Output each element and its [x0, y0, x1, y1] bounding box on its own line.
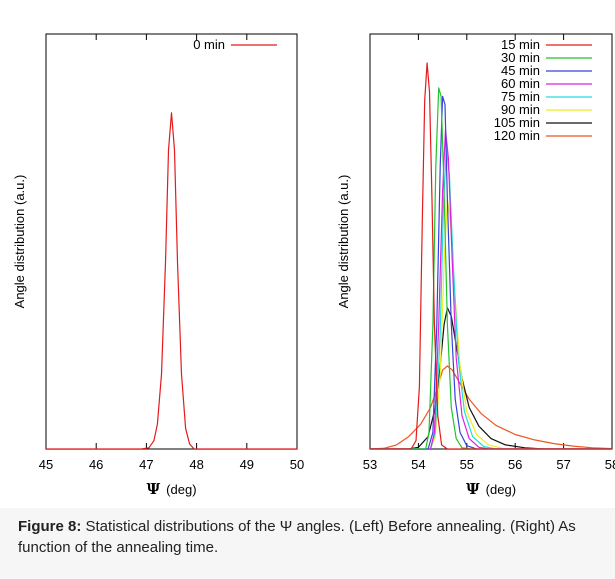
legend-label-120-min: 120 min: [494, 128, 540, 143]
series-line-120-min: [370, 365, 612, 449]
x-axis-unit: (deg): [486, 482, 516, 497]
x-axis-title: Ψ (deg): [146, 480, 196, 498]
charts-svg: 45 46 47 48 49 50 Ψ (deg) Angle distribution (a.…: [12, 33, 615, 498]
x-tick-label: 47: [139, 457, 153, 472]
series-line-30-min: [370, 87, 612, 449]
series-line-75-min: [370, 149, 612, 449]
x-tick-label: 54: [411, 457, 425, 472]
legend-label-0-min: 0 min: [193, 37, 225, 52]
series-line-60-min: [370, 128, 612, 449]
x-tick-label: 49: [240, 457, 254, 472]
figure-caption: Figure 8: Statistical distributions of t…: [18, 516, 603, 558]
x-axis-symbol: Ψ: [466, 480, 480, 498]
x-tick-label: 56: [508, 457, 522, 472]
chart-panel-0: 45 46 47 48 49 50 Ψ (deg) Angle distribution (a.…: [12, 33, 304, 498]
legend-label-90-min: 90 min: [501, 102, 540, 117]
legend-label-15-min: 15 min: [501, 37, 540, 52]
series-group: [46, 112, 297, 449]
series-group: [370, 62, 612, 449]
plot-frame: [369, 33, 613, 450]
series-line-15-min: [370, 62, 612, 449]
x-axis-title: Ψ (deg): [466, 480, 516, 498]
x-tick-label: 50: [290, 457, 304, 472]
legend-label-60-min: 60 min: [501, 76, 540, 91]
x-tick-label: 45: [39, 457, 53, 472]
series-line-45-min: [370, 95, 612, 449]
chart-panel-1: 53 54 55 56 57 58 Ψ (deg) Angle distribution (a.…: [336, 33, 615, 498]
x-axis-symbol: Ψ: [146, 480, 160, 498]
x-tick-label: 48: [189, 457, 203, 472]
x-tick-label: 53: [363, 457, 377, 472]
series-line-105-min: [370, 307, 612, 449]
x-tick-label: 55: [460, 457, 474, 472]
x-tick-label: 46: [89, 457, 103, 472]
y-axis-title: Angle distribution (a.u.): [12, 175, 27, 309]
x-tick-label: 57: [556, 457, 570, 472]
plot-frame: [45, 33, 298, 450]
y-axis-title: Angle distribution (a.u.): [336, 175, 351, 309]
caption-text: Statistical distributions of the Ψ angle…: [18, 518, 576, 556]
series-line-0-min: [46, 112, 297, 449]
caption-label: Figure 8:: [18, 518, 82, 535]
legend-label-30-min: 30 min: [501, 50, 540, 65]
series-line-90-min: [370, 199, 612, 449]
legend-label-75-min: 75 min: [501, 89, 540, 104]
x-tick-label: 58: [605, 457, 615, 472]
legend-label-105-min: 105 min: [494, 115, 540, 130]
legend-label-45-min: 45 min: [501, 63, 540, 78]
plot-area: [0, 0, 615, 508]
x-axis-unit: (deg): [166, 482, 196, 497]
